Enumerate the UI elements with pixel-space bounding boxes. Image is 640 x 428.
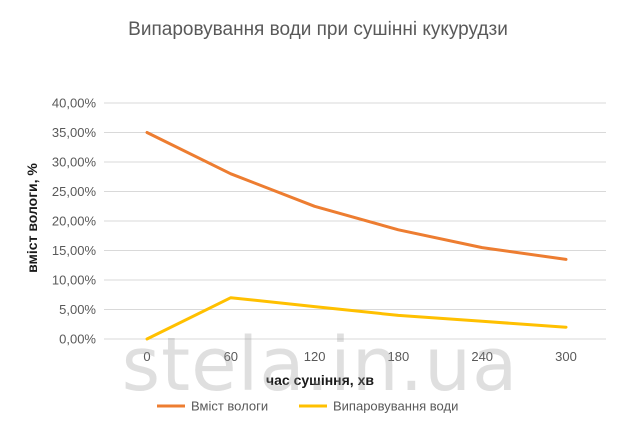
y-tick-label: 35,00%	[52, 125, 97, 140]
legend-label: Випаровування води	[333, 399, 458, 414]
x-axis-label: час сушіння, хв	[266, 372, 374, 388]
y-axis-label: вміст вологи, %	[24, 163, 40, 273]
y-tick-label: 20,00%	[52, 214, 97, 229]
x-tick-label: 300	[555, 349, 577, 364]
y-tick-label: 25,00%	[52, 184, 97, 199]
y-tick-label: 10,00%	[52, 273, 97, 288]
y-tick-label: 5,00%	[59, 302, 96, 317]
series-lines	[145, 131, 568, 341]
gridlines	[104, 102, 606, 340]
x-tick-label: 60	[224, 349, 238, 364]
x-axis-ticks: 0 60 120 180 240 300	[143, 349, 576, 364]
legend: Вміст вологи Випаровування води	[157, 399, 458, 414]
x-tick-label: 180	[388, 349, 410, 364]
y-tick-label: 40,00%	[52, 96, 97, 111]
y-axis-ticks: 0,00% 5,00% 10,00% 15,00% 20,00% 25,00% 30,00%…	[52, 96, 97, 347]
y-tick-label: 0,00%	[59, 332, 96, 347]
x-tick-label: 240	[471, 349, 493, 364]
legend-label: Вміст вологи	[191, 399, 268, 414]
series-line-2	[145, 296, 568, 341]
x-tick-label: 0	[143, 349, 150, 364]
x-tick-label: 120	[304, 349, 326, 364]
chart-title: Випаровування води при сушінні кукурудзи	[128, 19, 508, 40]
series-line-1	[145, 131, 568, 261]
y-tick-label: 15,00%	[52, 243, 97, 258]
y-tick-label: 30,00%	[52, 155, 97, 170]
